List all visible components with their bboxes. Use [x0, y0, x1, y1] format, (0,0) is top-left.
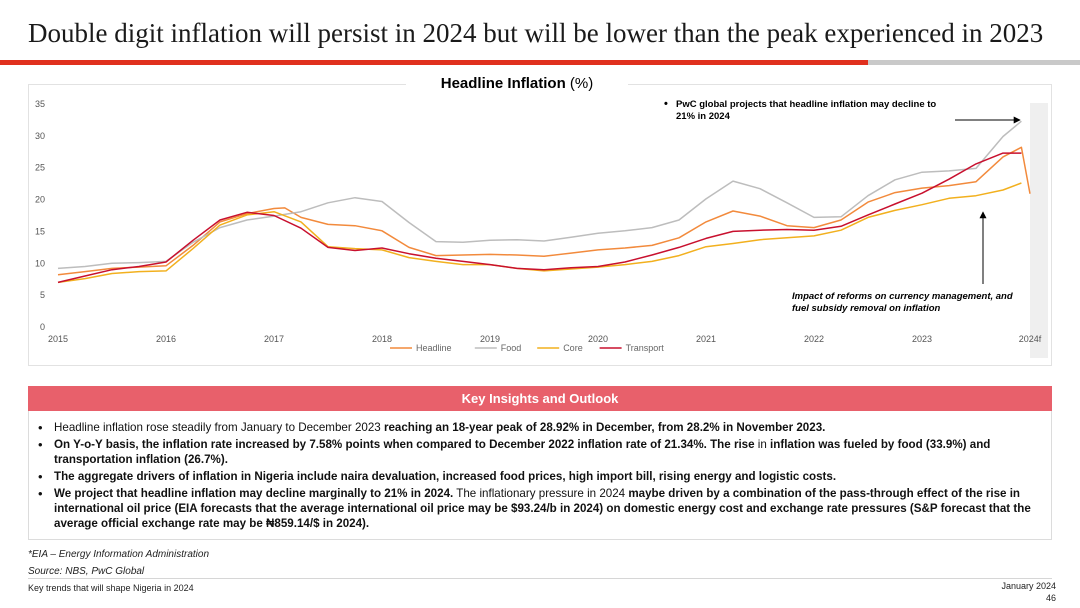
insight-text-bold: The aggregate drivers of inflation in Ni… [54, 470, 837, 483]
source-note: Source: NBS, PwC Global [28, 566, 145, 577]
x-tick-label: 2015 [48, 334, 68, 344]
insight-text-bold: inflation was fueled by food (33.9%) and… [54, 438, 991, 466]
y-tick-label: 15 [35, 226, 45, 236]
page-title: Double digit inflation will persist in 2… [28, 18, 1044, 48]
x-tick-label: 2023 [912, 334, 932, 344]
insight-text: The inflationary pressure in 2024 [453, 487, 629, 500]
series-line-core [57, 182, 1022, 284]
series-line-transport [57, 152, 1022, 284]
chart-title: Headline Inflation (%) [406, 75, 628, 92]
pwc-projection-callout: • PwC global projects that headline infl… [664, 98, 954, 123]
footer-report-title: Key trends that will shape Nigeria in 20… [28, 583, 194, 593]
y-tick-label: 30 [35, 131, 45, 141]
footer-date: January 2024 [1001, 581, 1056, 591]
pwc-projection-text: PwC global projects that headline inflat… [676, 99, 937, 122]
insight-item: We project that headline inflation may d… [38, 486, 1042, 531]
headline-inflation-chart: 0 5 10 15 20 25 30 35 2015 2016 2017 2018 2019 2020 20… [35, 99, 1048, 358]
page-number: 46 [1045, 593, 1056, 603]
y-tick-label: 0 [40, 322, 45, 332]
x-tick-label: 2021 [696, 334, 716, 344]
series-line-headline [57, 146, 1031, 276]
footer-divider [28, 578, 1052, 579]
insight-item: The aggregate drivers of inflation in Ni… [38, 469, 1042, 484]
insight-text-bold: On Y-o-Y basis, the inflation rate incre… [54, 438, 758, 451]
chart-title-background [406, 74, 628, 96]
y-tick-label: 10 [35, 258, 45, 268]
x-tick-label: 2018 [372, 334, 392, 344]
chart-title-text: Headline Inflation [440, 75, 566, 92]
insight-text-bold: reaching an 18-year peak of 28.92% in De… [383, 421, 826, 434]
y-tick-label: 35 [35, 99, 45, 109]
x-tick-label: 2024f [1019, 334, 1042, 344]
legend-label: Headline [416, 343, 452, 353]
insight-item: On Y-o-Y basis, the inflation rate incre… [38, 437, 1042, 467]
forecast-shade [1030, 103, 1048, 358]
legend-label: Food [501, 343, 522, 353]
legend-label: Transport [626, 343, 665, 353]
insight-item: Headline inflation rose steadily from Ja… [38, 420, 1042, 435]
x-tick-label: 2019 [480, 334, 500, 344]
series-line-food [57, 120, 1022, 270]
eia-footnote: *EIA – Energy Information Administration [28, 549, 210, 560]
insight-text: in [757, 438, 767, 451]
insights-list: Headline inflation rose steadily from Ja… [38, 420, 1042, 533]
insight-text-bold: We project that headline inflation may d… [54, 487, 454, 500]
bullet-icon: • [664, 98, 668, 110]
x-tick-label: 2016 [156, 334, 176, 344]
insights-header: Key Insights and Outlook [28, 386, 1052, 411]
legend-label: Core [563, 343, 583, 353]
x-tick-label: 2020 [588, 334, 608, 344]
reforms-impact-callout: Impact of reforms on currency management… [792, 291, 1013, 314]
x-tick-label: 2022 [804, 334, 824, 344]
title-accent-rule [0, 60, 868, 65]
insight-text-bold: maybe driven by a combination of the pas… [54, 487, 1031, 530]
y-tick-label: 5 [40, 290, 45, 300]
y-tick-label: 20 [35, 195, 45, 205]
x-tick-label: 2017 [264, 334, 284, 344]
insight-text: Headline inflation rose steadily from Ja… [54, 421, 384, 434]
y-tick-label: 25 [35, 163, 45, 173]
chart-title-unit: (%) [569, 75, 594, 92]
title-grey-rule [868, 60, 1080, 65]
